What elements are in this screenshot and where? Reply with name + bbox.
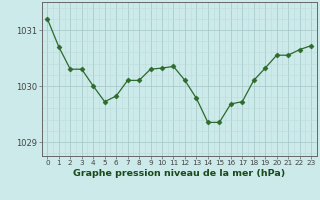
X-axis label: Graphe pression niveau de la mer (hPa): Graphe pression niveau de la mer (hPa): [73, 169, 285, 178]
